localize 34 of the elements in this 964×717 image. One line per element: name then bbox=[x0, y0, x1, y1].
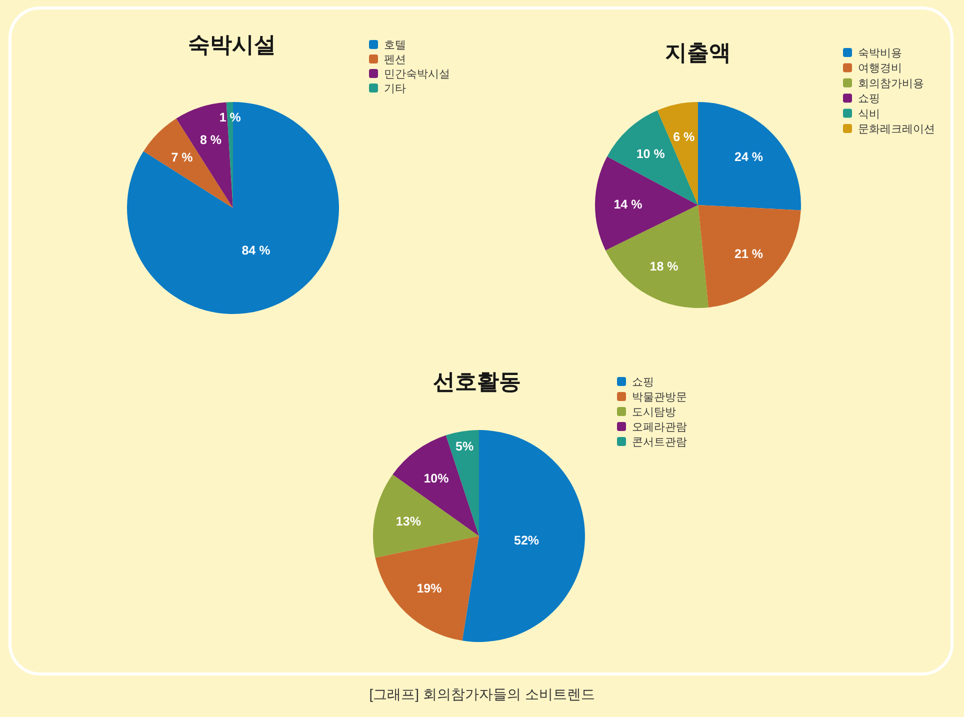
legend-label: 민간숙박시설 bbox=[384, 68, 450, 80]
legend-label: 호텔 bbox=[384, 40, 406, 52]
data-label: 18 % bbox=[650, 260, 678, 274]
data-label: 24 % bbox=[734, 150, 763, 164]
legend-label: 콘서트관람 bbox=[632, 436, 687, 448]
legend-label: 숙박비용 bbox=[858, 48, 902, 60]
legend-label: 오페라관람 bbox=[632, 422, 687, 434]
data-label: 21 % bbox=[734, 246, 763, 261]
chart-title: 지출액 bbox=[665, 40, 731, 65]
legend-label: 문화레크레이션 bbox=[858, 124, 935, 136]
data-label: 14 % bbox=[614, 197, 642, 212]
legend-label: 식비 bbox=[858, 108, 880, 120]
data-label: 5% bbox=[456, 440, 474, 454]
chart-title: 선호활동 bbox=[433, 369, 521, 394]
legend-label: 기타 bbox=[384, 83, 406, 95]
data-label: 10 % bbox=[636, 146, 665, 161]
legend-label: 쇼핑 bbox=[858, 93, 880, 106]
data-label: 84 % bbox=[242, 243, 270, 258]
legend-label: 도시탐방 bbox=[632, 406, 676, 418]
data-label: 19% bbox=[416, 582, 442, 596]
legend-label: 박물관방문 bbox=[632, 392, 687, 404]
legend-label: 펜션 bbox=[384, 54, 406, 66]
legend-label: 쇼핑 bbox=[632, 376, 654, 388]
data-label: 13% bbox=[396, 514, 421, 529]
data-label: 7 % bbox=[171, 150, 193, 165]
legend-label: 회의참가비용 bbox=[858, 78, 924, 90]
data-label: 6 % bbox=[673, 130, 695, 144]
data-label: 52% bbox=[514, 533, 540, 548]
data-label: 10% bbox=[424, 471, 449, 486]
chart-title: 숙박시설 bbox=[188, 32, 276, 57]
data-label: 8 % bbox=[200, 132, 222, 147]
legend-label: 여행경비 bbox=[858, 62, 902, 75]
annotation: [그래프] 회의참가자들의 소비트렌드 bbox=[369, 686, 595, 702]
data-label: 1 % bbox=[219, 110, 241, 124]
